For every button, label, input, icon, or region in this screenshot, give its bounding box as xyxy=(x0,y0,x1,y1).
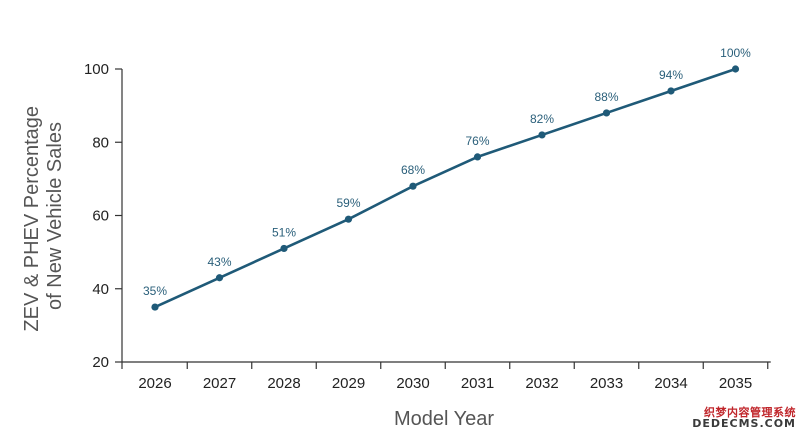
data-label: 43% xyxy=(207,255,231,269)
data-point xyxy=(602,109,611,117)
x-tick-label: 2029 xyxy=(332,375,365,392)
x-tick-label: 2031 xyxy=(461,375,494,392)
y-tick-label: 100 xyxy=(84,61,109,78)
x-axis: 2026 2027 2028 2029 2030 2031 2032 2033 2034 2035 xyxy=(121,361,771,392)
x-tick-label: 2035 xyxy=(719,375,752,392)
watermark-line-1: 织梦内容管理系统 xyxy=(704,405,796,419)
y-tick-label: 60 xyxy=(92,208,109,225)
x-tick-label: 2033 xyxy=(590,375,623,392)
data-point xyxy=(538,131,546,139)
series-line xyxy=(154,67,736,309)
data-point xyxy=(473,153,482,161)
data-label: 88% xyxy=(594,90,618,104)
y-axis-title: ZEV & PHEV Percentage of New Vehicle Sal… xyxy=(21,100,66,331)
data-point xyxy=(344,215,353,223)
watermark: 织梦内容管理系统 DEDECMS.COM xyxy=(692,407,796,430)
data-label: 59% xyxy=(336,196,360,210)
data-labels: 35% 43% 51% 59% 68% 76% 82% 88% 94% 100% xyxy=(143,46,751,298)
x-axis-title: Model Year xyxy=(394,408,494,430)
x-tick-label: 2030 xyxy=(396,375,429,392)
data-label: 51% xyxy=(272,225,296,239)
data-label: 94% xyxy=(659,68,683,82)
x-tick-label: 2026 xyxy=(138,375,171,392)
data-label: 82% xyxy=(530,112,554,126)
data-label: 100% xyxy=(720,46,751,60)
y-tick-label: 20 xyxy=(92,354,109,371)
data-point xyxy=(731,65,740,73)
x-tick-label: 2034 xyxy=(654,375,687,392)
data-label: 35% xyxy=(143,284,167,298)
series-line-group xyxy=(151,65,740,311)
y-axis: 20 40 60 80 100 xyxy=(84,61,123,371)
data-label: 76% xyxy=(465,134,489,148)
x-tick-label: 2028 xyxy=(267,375,300,392)
x-tick-label: 2032 xyxy=(525,375,558,392)
data-label: 68% xyxy=(401,163,425,177)
y-axis-title-line-2: of New Vehicle Sales xyxy=(44,122,66,310)
data-point xyxy=(409,182,417,190)
data-point xyxy=(667,87,675,95)
watermark-line-2: DEDECMS.COM xyxy=(692,417,796,431)
y-tick-label: 40 xyxy=(92,281,109,298)
data-point xyxy=(215,274,224,282)
y-axis-title-line-1: ZEV & PHEV Percentage xyxy=(21,106,43,332)
x-tick-label: 2027 xyxy=(203,375,236,392)
data-point xyxy=(280,244,288,253)
data-point xyxy=(151,303,159,311)
y-tick-label: 80 xyxy=(92,134,109,151)
